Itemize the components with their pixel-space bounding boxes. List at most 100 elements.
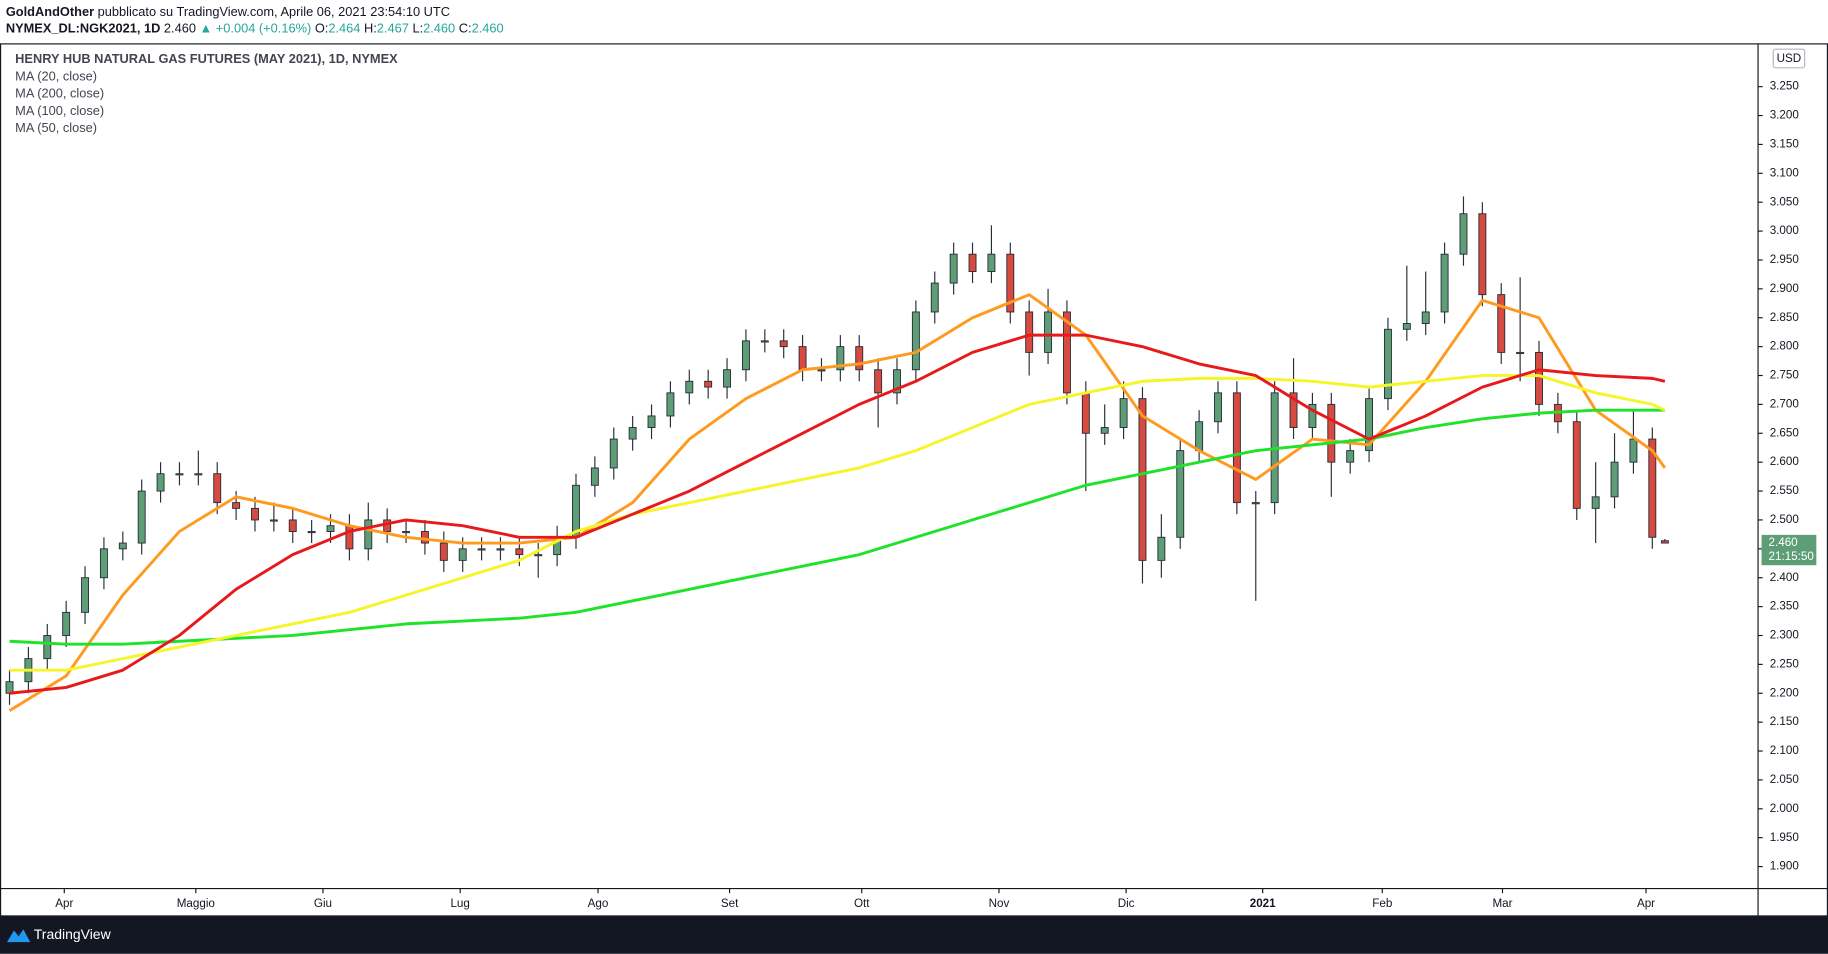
candle-body	[798, 346, 807, 371]
y-tick-label: 2.300	[1770, 629, 1800, 642]
candle	[817, 358, 826, 382]
x-tick-label: Apr	[55, 897, 73, 910]
legend-entry: MA (200, close)	[15, 86, 104, 101]
candle	[1100, 404, 1109, 445]
x-tick-label: Dic	[1118, 897, 1135, 910]
candle	[1044, 288, 1053, 364]
legend-entry: MA (100, close)	[15, 103, 104, 118]
candle	[647, 404, 656, 440]
x-tick-label: 2021	[1250, 897, 1276, 910]
currency-box[interactable]	[1772, 48, 1806, 69]
y-tick-label: 2.500	[1770, 513, 1800, 526]
candle-body	[420, 531, 429, 544]
candle	[628, 415, 637, 451]
moving-average	[9, 333, 1666, 695]
candle-body	[1006, 253, 1015, 313]
y-tick-label: 2.850	[1770, 311, 1800, 324]
candle	[251, 496, 259, 532]
moving-average	[9, 374, 1666, 672]
y-tick-label: 1.950	[1770, 831, 1800, 844]
candle-body	[1138, 398, 1147, 561]
candle	[911, 300, 920, 382]
candle	[194, 450, 203, 486]
x-tick-label: Feb	[1372, 897, 1392, 910]
candle-body	[590, 467, 599, 486]
candle-body	[1572, 421, 1581, 509]
y-tick-label: 2.950	[1770, 253, 1800, 266]
footer	[0, 916, 1828, 954]
candle-body	[496, 548, 505, 551]
candles	[5, 196, 1669, 705]
candle	[1365, 387, 1374, 463]
y-tick-label: 3.250	[1770, 80, 1800, 93]
last-price-box	[1761, 534, 1817, 566]
candle-body	[1629, 438, 1638, 463]
candle	[893, 358, 901, 405]
candle-body	[99, 548, 108, 579]
candle	[1025, 300, 1034, 376]
candle-body	[1289, 392, 1298, 428]
candle-body	[345, 525, 354, 550]
c-value: 2.460	[472, 21, 504, 36]
candle-body	[118, 542, 127, 550]
candle	[1138, 387, 1147, 584]
candle-body	[628, 427, 637, 440]
y-tick-label: 2.150	[1770, 715, 1800, 728]
candle-body	[874, 369, 883, 394]
candle-body	[213, 473, 222, 504]
x-tick-label: Nov	[989, 897, 1010, 910]
candle-body	[1459, 213, 1468, 255]
candle-body	[137, 490, 146, 544]
candle	[968, 242, 977, 284]
candle	[930, 271, 939, 324]
candle-body	[5, 681, 14, 694]
candle-body	[269, 519, 278, 522]
candle	[1232, 381, 1241, 515]
candle	[402, 519, 411, 544]
candle	[307, 519, 316, 544]
y-tick-label: 2.650	[1770, 426, 1800, 439]
change: ▲ +0.004 (+0.16%)	[200, 21, 312, 36]
candle-body	[817, 369, 826, 372]
candle	[534, 543, 543, 578]
candle	[1478, 202, 1487, 307]
candle	[137, 479, 146, 555]
candle-body	[194, 473, 203, 476]
candle-body	[364, 519, 373, 550]
published: pubblicato su TradingView.com, Aprile 06…	[98, 4, 450, 19]
moving-average	[9, 408, 1665, 646]
y-tick-label: 3.000	[1770, 224, 1800, 237]
candle-body	[175, 473, 184, 476]
candle	[1251, 491, 1260, 601]
y-tick-label: 2.900	[1770, 282, 1800, 295]
c-label: C:	[459, 21, 472, 36]
y-tick-label: 2.800	[1770, 340, 1800, 353]
candle	[1629, 410, 1638, 474]
candle-body	[1610, 461, 1619, 498]
candle	[1308, 392, 1317, 440]
y-tick-label: 2.400	[1770, 571, 1800, 584]
candle-body	[1214, 392, 1222, 423]
candle-body	[1440, 253, 1449, 313]
x-tick-label: Giu	[314, 897, 332, 910]
candle	[1214, 381, 1222, 434]
candle-body	[723, 369, 732, 388]
candle-body	[1157, 536, 1166, 561]
candle-body	[1195, 421, 1204, 452]
y-tick-label: 3.050	[1770, 195, 1800, 208]
candle-body	[1660, 540, 1669, 544]
candle	[1327, 392, 1336, 497]
candle	[288, 508, 297, 544]
candle	[118, 531, 127, 561]
candle-body	[1176, 450, 1185, 538]
candle-body	[836, 346, 845, 371]
candle	[723, 358, 732, 399]
candle	[62, 600, 71, 648]
candle-body	[1383, 328, 1392, 400]
candle-body	[855, 346, 864, 371]
candle	[1660, 539, 1669, 544]
candle	[156, 462, 165, 503]
x-tick-label: Maggio	[177, 897, 215, 910]
candle	[1459, 196, 1468, 266]
